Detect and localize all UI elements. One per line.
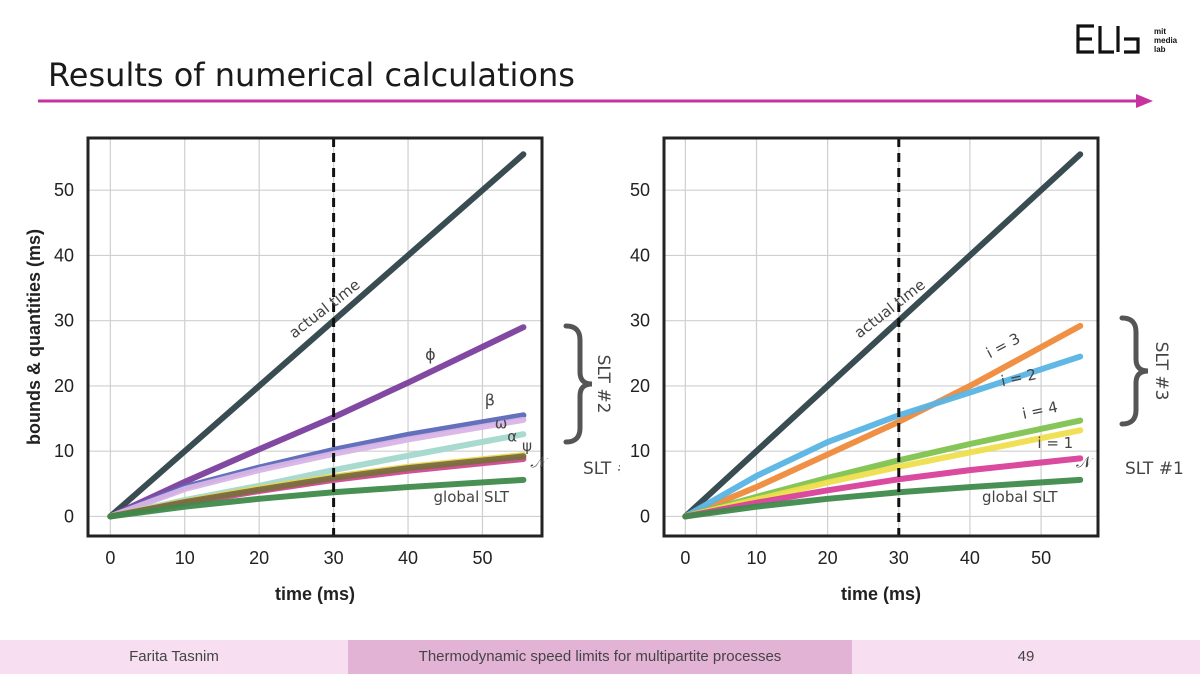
bracket-label: SLT #3: [1151, 342, 1171, 401]
x-tick-label: 40: [960, 548, 980, 568]
y-tick-label: 30: [630, 311, 650, 331]
x-tick-label: 50: [1031, 548, 1051, 568]
x-tick-label: 20: [249, 548, 269, 568]
x-tick-label: 10: [175, 548, 195, 568]
series-label: ω: [495, 414, 508, 432]
footer-page-number: 49: [852, 640, 1200, 674]
y-tick-label: 0: [640, 506, 650, 526]
curly-bracket: [1122, 318, 1148, 424]
x-axis-label: time (ms): [841, 584, 921, 604]
series-label: α: [507, 427, 517, 445]
y-tick-label: 50: [54, 180, 74, 200]
footer-talk-title: Thermodynamic speed limits for multipart…: [348, 640, 852, 674]
y-tick-label: 40: [54, 245, 74, 265]
curly-bracket: [566, 326, 592, 442]
series-label: β: [485, 391, 495, 410]
series-label: 𝒩: [531, 452, 549, 471]
y-tick-label: 10: [54, 441, 74, 461]
x-tick-label: 0: [680, 548, 690, 568]
slt1-label: SLT #1: [1125, 459, 1184, 479]
x-tick-label: 0: [105, 548, 115, 568]
y-tick-label: 0: [64, 506, 74, 526]
x-tick-label: 30: [324, 548, 344, 568]
footer-author: Farita Tasnim: [0, 640, 348, 674]
x-tick-label: 20: [818, 548, 838, 568]
x-tick-label: 10: [746, 548, 766, 568]
svg-text:lab: lab: [1154, 45, 1166, 54]
series-label: ϕ: [425, 345, 436, 364]
x-tick-label: 40: [398, 548, 418, 568]
y-tick-label: 30: [54, 311, 74, 331]
svg-text:mit: mit: [1154, 27, 1166, 36]
mit-media-lab-logo: mit media lab: [1074, 22, 1186, 56]
x-axis-label: time (ms): [275, 584, 355, 604]
x-tick-label: 30: [889, 548, 909, 568]
y-tick-label: 10: [630, 441, 650, 461]
series-label: global SLT: [434, 488, 510, 506]
series-label: 𝒩: [1076, 452, 1094, 471]
x-tick-label: 50: [472, 548, 492, 568]
y-tick-label: 50: [630, 180, 650, 200]
series-label: global SLT: [982, 488, 1058, 506]
y-axis-label: bounds & quantities (ms): [24, 229, 44, 445]
y-tick-label: 20: [630, 376, 650, 396]
series-label: i = 1: [1037, 434, 1073, 452]
chart-left: 0 10 20 30 40 50 0 10 20 30 40 50 time (ms) bounds & …: [20, 120, 620, 620]
svg-text:media: media: [1154, 36, 1178, 45]
y-tick-label: 40: [630, 245, 650, 265]
y-tick-label: 20: [54, 376, 74, 396]
title-underline-arrow: [0, 0, 1200, 130]
